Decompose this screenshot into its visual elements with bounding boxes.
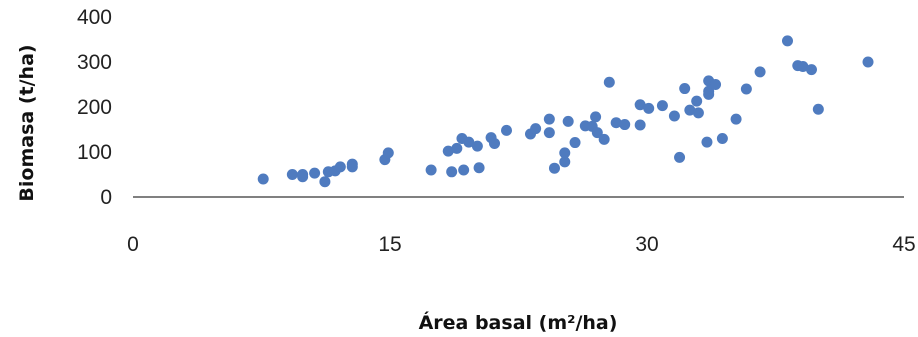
- data-point: [691, 95, 703, 107]
- data-point: [543, 127, 555, 139]
- data-point: [603, 76, 615, 88]
- data-point: [382, 147, 394, 159]
- data-point: [463, 136, 475, 148]
- data-point: [451, 142, 463, 154]
- data-point: [610, 117, 622, 129]
- data-point: [619, 119, 631, 131]
- data-point: [679, 83, 691, 95]
- y-tick-label: 100: [77, 141, 112, 164]
- data-point: [701, 136, 713, 148]
- x-tick-label: 0: [127, 233, 139, 256]
- data-point: [489, 137, 501, 149]
- data-point: [319, 176, 331, 188]
- data-point: [257, 173, 269, 185]
- data-point: [590, 111, 602, 123]
- data-point: [703, 88, 715, 100]
- data-point: [309, 167, 321, 179]
- y-tick-label: 300: [77, 51, 112, 74]
- data-point: [674, 151, 686, 163]
- data-points: [257, 35, 874, 188]
- data-point: [442, 145, 454, 157]
- data-point: [805, 64, 817, 76]
- data-point: [730, 113, 742, 125]
- data-point: [471, 140, 483, 152]
- x-axis-title: Área basal (m²/ha): [419, 311, 618, 334]
- x-tick-label: 30: [635, 233, 658, 256]
- data-point: [634, 99, 646, 111]
- data-point: [458, 164, 470, 176]
- y-axis-ticks: 0 100 200 300 400: [77, 6, 112, 209]
- data-point: [425, 164, 437, 176]
- data-point: [862, 56, 874, 68]
- data-point: [543, 113, 555, 125]
- data-point: [781, 35, 793, 47]
- data-point: [562, 115, 574, 127]
- data-point: [569, 137, 581, 149]
- data-point: [668, 110, 680, 122]
- data-point: [501, 124, 513, 136]
- y-tick-label: 400: [77, 6, 112, 29]
- data-point: [812, 103, 824, 115]
- y-tick-label: 0: [100, 186, 112, 209]
- data-point: [656, 100, 668, 112]
- x-axis-ticks: 0 15 30 45: [127, 233, 916, 256]
- data-point: [710, 79, 722, 90]
- data-point: [643, 102, 655, 114]
- data-point: [334, 161, 346, 173]
- data-point: [297, 171, 309, 183]
- data-point: [740, 83, 752, 95]
- data-point: [797, 61, 809, 72]
- y-axis-title: Biomasa (t/ha): [16, 44, 38, 201]
- data-point: [754, 66, 766, 78]
- y-tick-label: 200: [77, 96, 112, 119]
- data-point: [473, 162, 485, 174]
- data-point: [446, 166, 458, 178]
- data-point: [559, 156, 571, 168]
- data-point: [716, 133, 728, 144]
- data-point: [598, 133, 610, 145]
- data-point: [684, 104, 696, 116]
- data-point: [692, 107, 704, 119]
- data-point: [591, 127, 603, 139]
- data-point: [530, 123, 542, 135]
- x-tick-label: 45: [892, 233, 915, 256]
- data-point: [346, 161, 358, 173]
- x-tick-label: 15: [378, 233, 401, 256]
- data-point: [634, 119, 646, 131]
- data-point: [286, 169, 298, 180]
- data-point: [559, 147, 571, 159]
- data-point: [548, 162, 560, 174]
